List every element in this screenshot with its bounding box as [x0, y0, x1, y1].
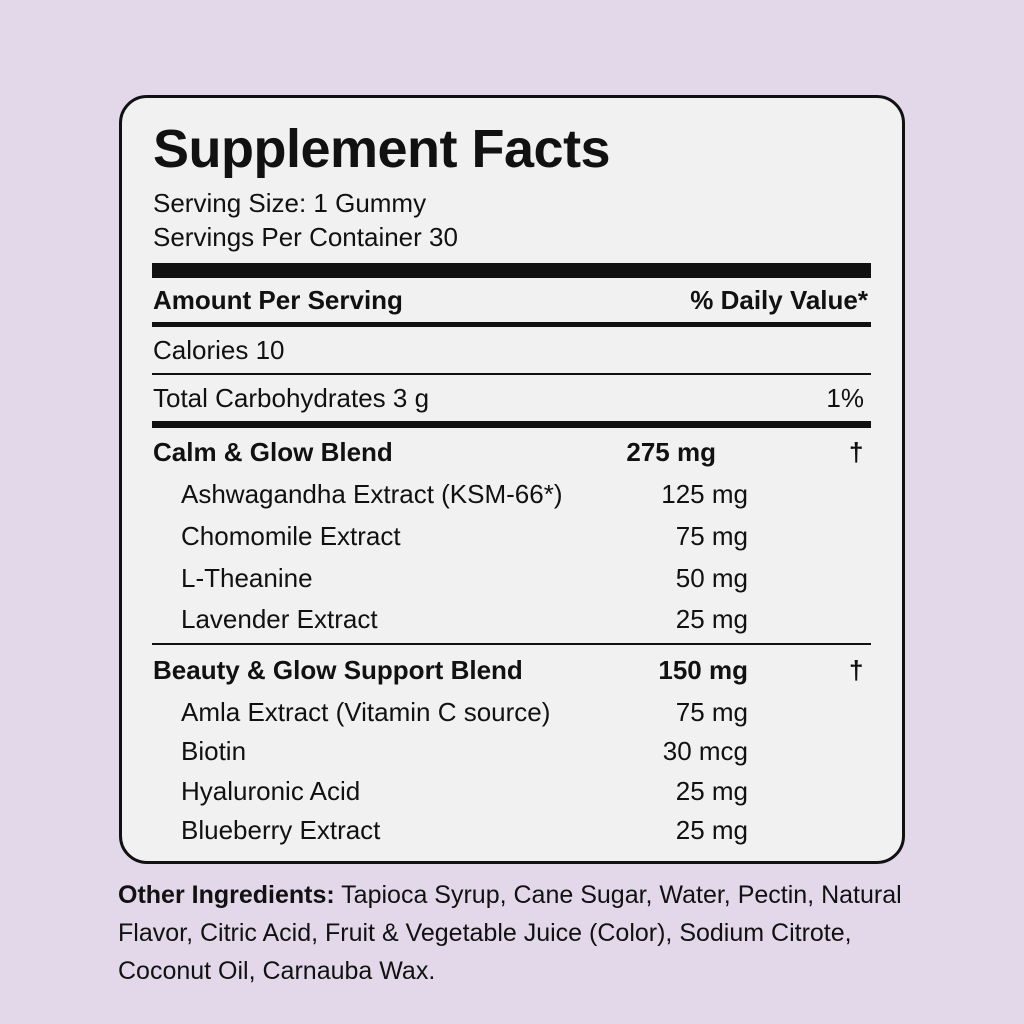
label-title: Supplement Facts — [153, 119, 611, 179]
ingredient-name: Biotin — [181, 736, 247, 766]
thick-divider — [152, 421, 871, 428]
thin-divider — [152, 643, 871, 645]
total-carbohydrates: Total Carbohydrates 3 g — [153, 383, 430, 413]
medium-divider — [152, 322, 871, 327]
ingredient-amount: 30 mcg — [662, 736, 748, 766]
daily-value-header: % Daily Value* — [690, 285, 868, 315]
blend-name: Beauty & Glow Support Blend — [153, 655, 523, 685]
ingredient-name: Ashwagandha Extract (KSM-66*) — [181, 479, 563, 509]
ingredient-amount: 75 mg — [675, 697, 748, 727]
ingredient-amount: 50 mg — [675, 563, 748, 593]
dagger-symbol: † — [849, 655, 864, 685]
servings-per-container: Servings Per Container 30 — [153, 222, 458, 252]
ingredient-name: Amla Extract (Vitamin C source) — [181, 697, 551, 727]
ingredient-name: Chomomile Extract — [181, 521, 401, 551]
ingredient-amount: 25 mg — [675, 776, 748, 806]
calories: Calories 10 — [153, 335, 285, 365]
serving-size: Serving Size: 1 Gummy — [153, 188, 427, 218]
thin-divider — [152, 373, 871, 375]
ingredient-name: Hyaluronic Acid — [181, 776, 361, 806]
other-ingredients: Other Ingredients: Tapioca Syrup, Cane S… — [118, 876, 938, 990]
blend-name: Calm & Glow Blend — [153, 437, 393, 467]
supplement-facts-panel — [119, 95, 905, 864]
dagger-symbol: † — [849, 437, 864, 467]
ingredient-name: L-Theanine — [181, 563, 313, 593]
other-ingredients-text: Tapioca Syrup, Cane Sugar, Water, Pectin… — [118, 881, 902, 985]
other-ingredients-label: Other Ingredients: — [118, 881, 335, 909]
amount-per-serving-header: Amount Per Serving — [153, 285, 403, 315]
thick-divider — [152, 263, 871, 278]
blend-amount: 275 mg — [626, 437, 716, 467]
ingredient-amount: 75 mg — [675, 521, 748, 551]
carbs-daily-value: 1% — [826, 383, 864, 413]
blend-amount: 150 mg — [658, 655, 748, 685]
ingredient-amount: 25 mg — [675, 604, 748, 634]
ingredient-amount: 125 mg — [661, 479, 748, 509]
ingredient-name: Lavender Extract — [181, 604, 378, 634]
ingredient-amount: 25 mg — [675, 815, 748, 845]
ingredient-name: Blueberry Extract — [181, 815, 381, 845]
